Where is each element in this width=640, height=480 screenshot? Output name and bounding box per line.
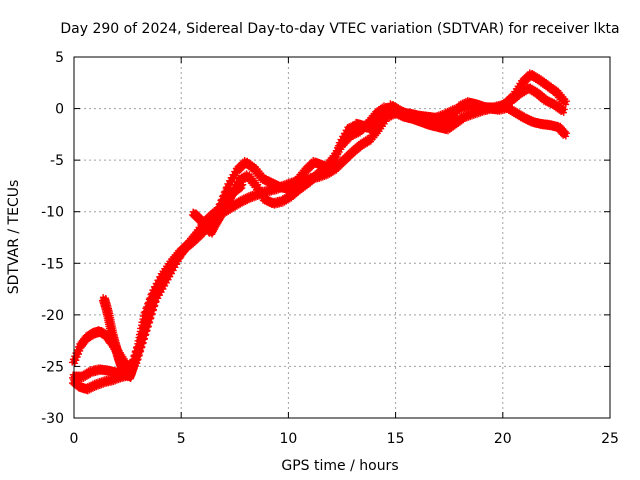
series-track-3 xyxy=(69,69,570,372)
series-track-1 xyxy=(69,102,570,395)
series-track-2 xyxy=(69,82,568,382)
data-point xyxy=(142,313,149,321)
data-point xyxy=(131,363,139,370)
data-point xyxy=(560,109,567,116)
data-point xyxy=(152,287,160,295)
data-point xyxy=(560,129,568,136)
data-point xyxy=(154,284,161,291)
data-point xyxy=(137,338,144,345)
data-point xyxy=(330,164,338,171)
data-point xyxy=(157,277,165,285)
data-point xyxy=(139,326,147,333)
data-point xyxy=(141,319,148,327)
data-point xyxy=(328,169,336,176)
chart-title: Day 290 of 2024, Sidereal Day-to-day VTE… xyxy=(60,21,619,37)
data-point xyxy=(151,290,158,298)
data-point xyxy=(156,281,163,288)
data-point xyxy=(145,304,153,311)
data-point xyxy=(129,359,137,366)
data-point xyxy=(138,332,145,339)
data-point xyxy=(144,309,151,316)
data-point xyxy=(558,105,566,112)
data-point xyxy=(149,295,156,302)
data-point xyxy=(562,101,570,108)
data-point xyxy=(133,352,140,360)
data-point xyxy=(562,133,570,140)
series-track-4 xyxy=(99,109,388,382)
data-points xyxy=(69,69,570,395)
data-point xyxy=(560,97,568,104)
data-point xyxy=(136,344,143,351)
data-point xyxy=(147,300,154,307)
grid-lines xyxy=(74,57,610,418)
data-point xyxy=(134,348,142,356)
